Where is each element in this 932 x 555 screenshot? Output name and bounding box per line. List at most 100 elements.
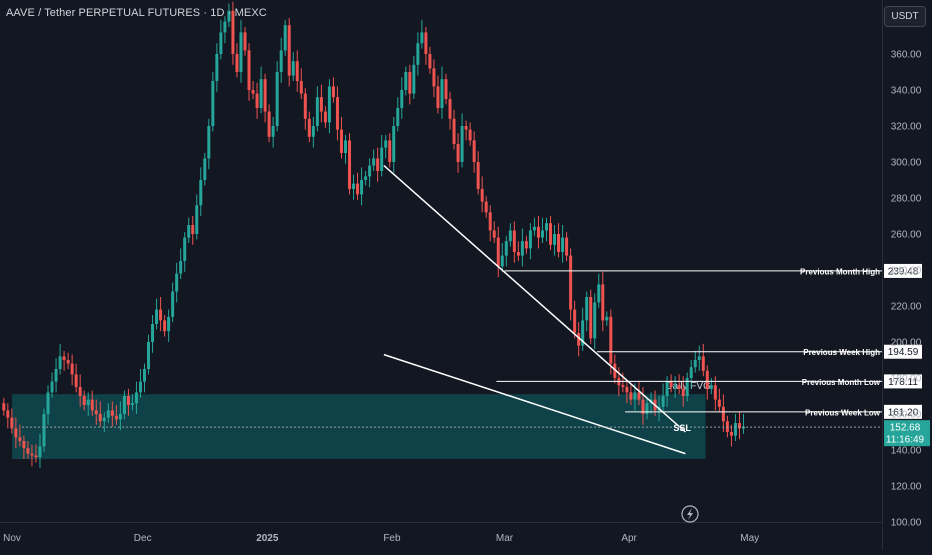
candle-body [412, 64, 416, 94]
candle-body [729, 432, 733, 436]
y-tick-label: 220.00 [891, 302, 922, 313]
candle-body [585, 297, 589, 321]
candle-body [163, 320, 167, 332]
candle-body [460, 126, 464, 162]
candle-body [553, 234, 557, 245]
candle-body [673, 385, 677, 387]
candle-body [299, 81, 303, 94]
candle-body [589, 297, 593, 339]
candle-body [360, 180, 364, 195]
candle-body [581, 320, 585, 346]
x-tick-label: Nov [3, 533, 21, 544]
candle-body [74, 374, 78, 387]
candle-body [38, 446, 42, 458]
candle-body [235, 54, 239, 72]
candle-body [669, 381, 673, 387]
candle-body [106, 410, 110, 418]
candle-body [339, 129, 343, 153]
x-tick-label: Apr [621, 533, 637, 544]
candle-body [565, 237, 569, 256]
candle-body [62, 356, 66, 360]
candle-body [629, 392, 633, 400]
candle-body [331, 86, 335, 98]
candle-body [203, 158, 207, 180]
candle-body [54, 369, 58, 382]
candle-body [488, 212, 492, 231]
y-tick-label: 320.00 [891, 122, 922, 133]
candle-body [677, 385, 681, 389]
candle-body [416, 43, 420, 65]
candle-body [633, 392, 637, 400]
y-tick-label: 240.00 [891, 266, 922, 277]
candle-body [733, 423, 737, 436]
candle-body [70, 363, 74, 375]
candle-body [384, 140, 388, 148]
candle-body [46, 392, 50, 414]
candle-body [82, 396, 86, 405]
candle-body [520, 241, 524, 256]
candle-body [275, 72, 279, 126]
candle-body [271, 126, 275, 137]
candle-body [130, 403, 134, 405]
candle-body [436, 86, 440, 108]
candle-body [102, 417, 106, 422]
candle-body [126, 396, 130, 405]
level-price-tag [884, 374, 922, 389]
candle-body [392, 126, 396, 162]
symbol-title[interactable]: AAVE / Tether PERPETUAL FUTURES · 1D · M… [6, 7, 267, 19]
current-price-tag [884, 420, 930, 447]
currency-button[interactable]: USDT [884, 6, 926, 27]
candle-body [693, 360, 697, 368]
candle-body [255, 93, 259, 108]
candle-body [625, 387, 629, 393]
candle-body [701, 356, 705, 371]
level-label: Previous Month High [800, 267, 880, 276]
candle-body [561, 237, 565, 252]
candle-body [717, 399, 721, 407]
candle-body [279, 50, 283, 72]
candle-body [86, 399, 90, 405]
candle-body [207, 126, 211, 159]
candle-body [187, 225, 191, 238]
candle-body [569, 255, 573, 310]
wedge-lower-line [383, 353, 686, 455]
candle-body [545, 223, 548, 231]
level-price-text: 239.48 [888, 266, 919, 277]
candle-body [725, 421, 729, 432]
candle-body [713, 385, 717, 400]
candle-body [319, 97, 323, 112]
candle-body [58, 356, 62, 369]
candle-body [22, 441, 26, 449]
candle-body [98, 414, 102, 422]
candle-body [18, 437, 22, 441]
candle-body [404, 72, 408, 90]
candle-body [709, 385, 713, 389]
candle-body [26, 448, 30, 454]
y-tick-label: 340.00 [891, 86, 922, 97]
candle-body [665, 381, 669, 396]
candle-body [118, 414, 122, 420]
candle-body [400, 90, 404, 108]
candle-body [327, 86, 331, 123]
y-tick-label: 180.00 [891, 374, 922, 385]
candle-body [110, 410, 114, 416]
candle-body [372, 158, 376, 166]
candle-body [549, 223, 553, 245]
candle-body [376, 158, 380, 171]
candle-body [396, 108, 400, 126]
candle-body [6, 410, 10, 418]
candle-body [323, 111, 327, 123]
candle-body [151, 324, 155, 342]
candle-body [597, 284, 601, 303]
candle-body [605, 316, 609, 321]
candle-body [344, 140, 347, 153]
candle-body [500, 255, 504, 267]
candle-body [356, 183, 360, 195]
candle-body [10, 417, 14, 429]
candle-body [263, 79, 267, 112]
x-tick-label: 2025 [256, 533, 279, 544]
y-tick-label: 360.00 [891, 50, 922, 61]
candle-body [601, 284, 605, 321]
